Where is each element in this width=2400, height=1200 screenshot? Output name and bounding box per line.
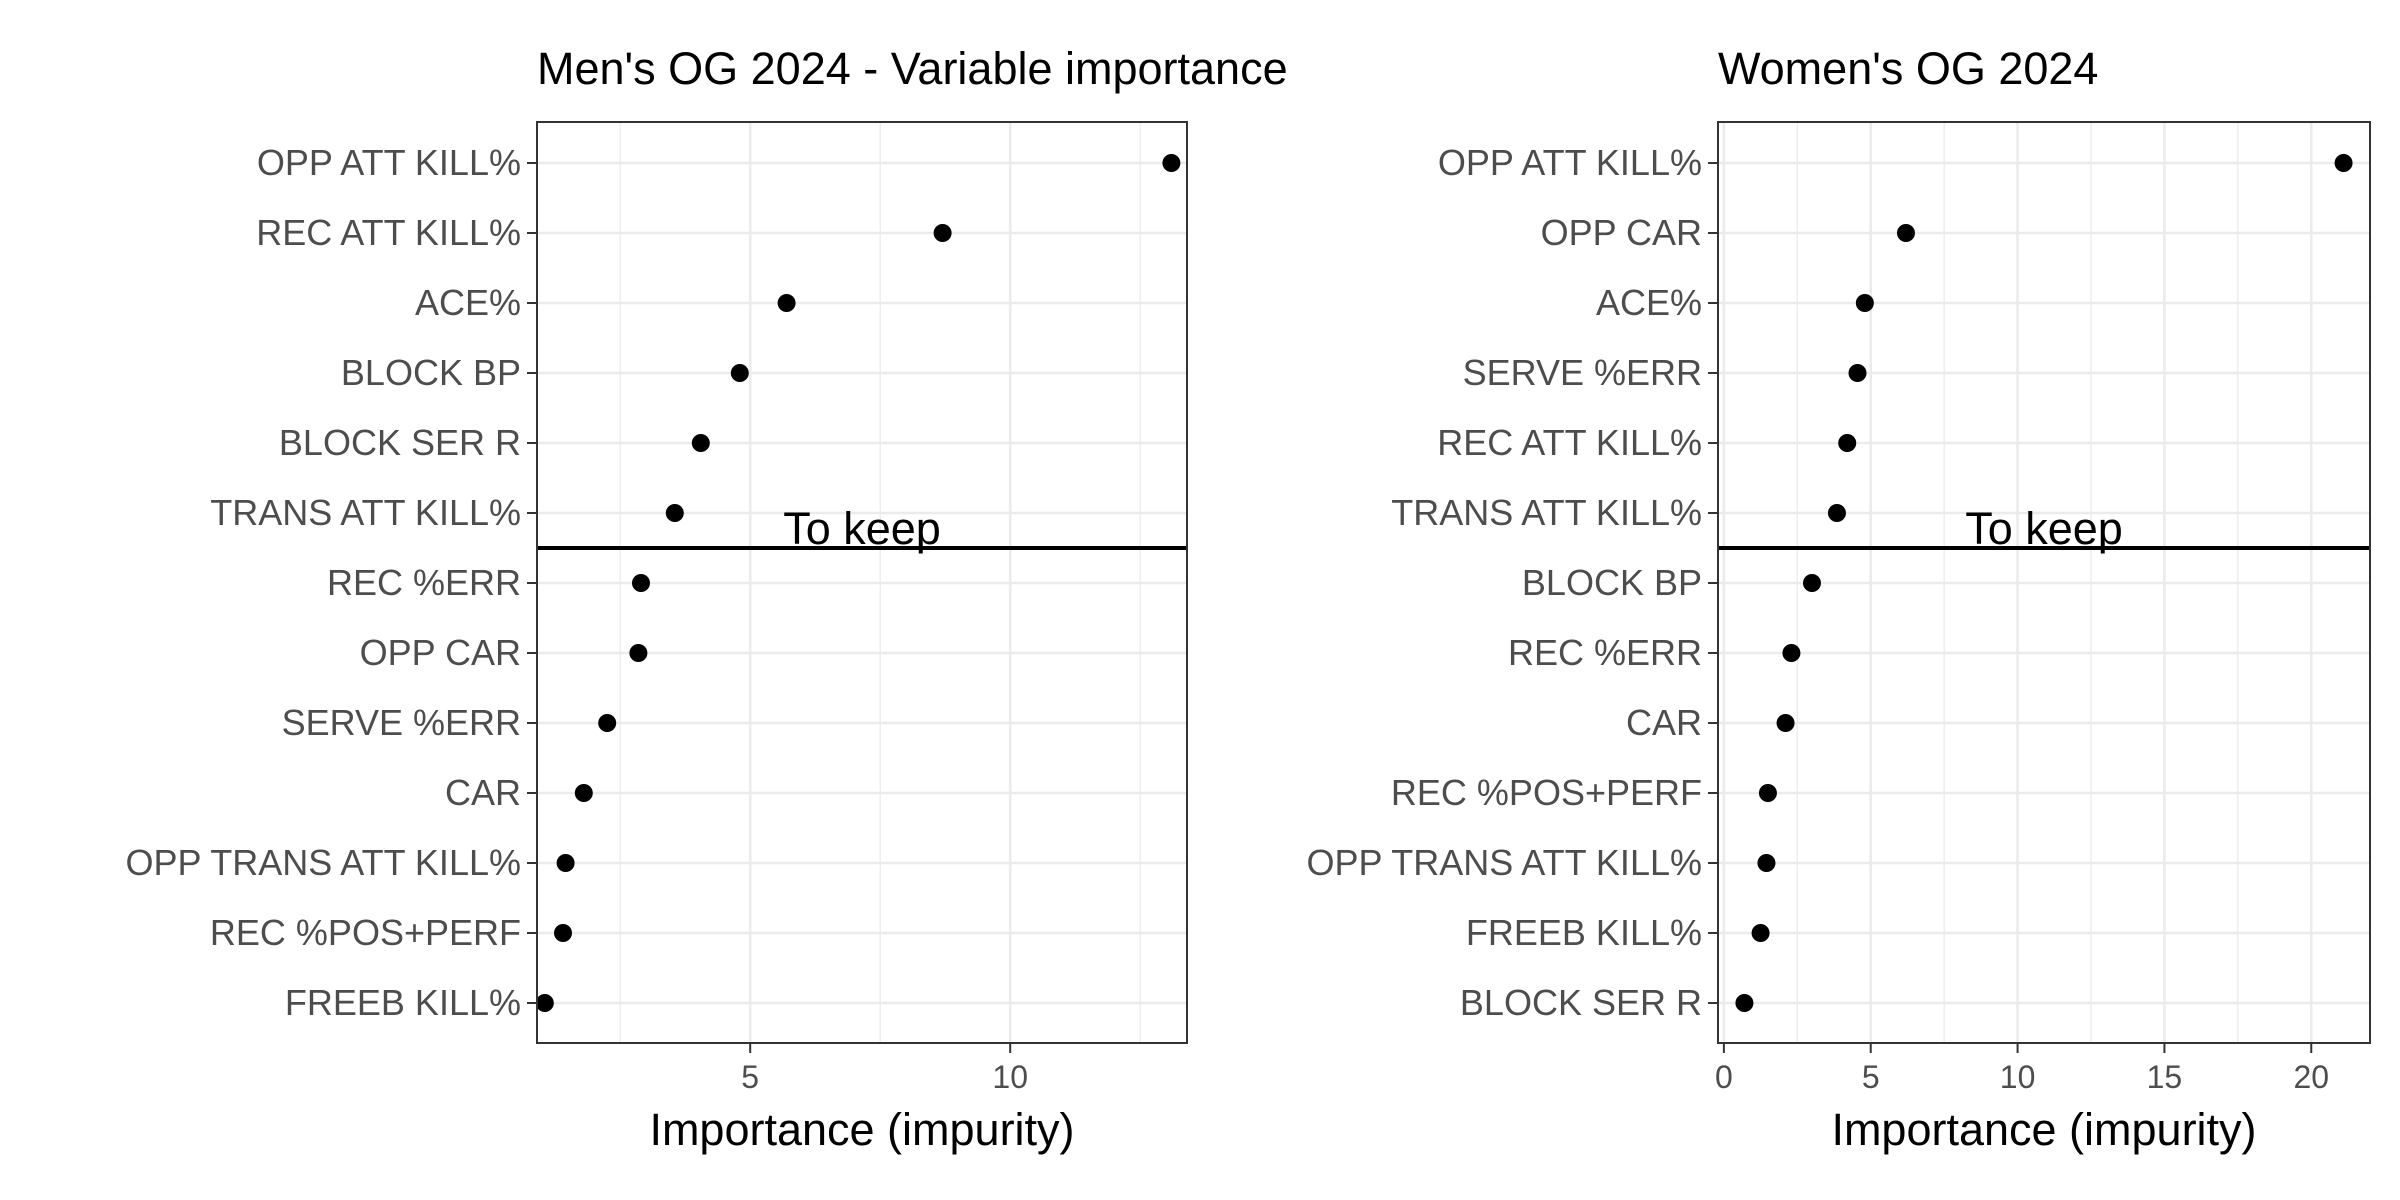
category-label: FREEB KILL%: [1466, 912, 1702, 953]
data-point: [1802, 574, 1821, 592]
category-label: OPP ATT KILL%: [1438, 142, 1702, 183]
data-point: [598, 714, 617, 732]
category-label: BLOCK BP: [341, 352, 521, 393]
x-axis-title: Importance (impurity): [649, 1104, 1074, 1155]
data-point: [1751, 924, 1770, 942]
x-tick-label: 10: [2000, 1059, 2036, 1095]
category-label: REC ATT KILL%: [256, 212, 521, 253]
data-point: [691, 434, 710, 452]
category-label: OPP TRANS ATT KILL%: [1307, 842, 1703, 883]
chart-title: Women's OG 2024: [1718, 43, 2098, 94]
category-label: SERVE %ERR: [282, 702, 521, 743]
chart-panel-1: To keep OPP ATT KILL% REC ATT KILL% ACE% BLO…: [126, 43, 1288, 1155]
category-label: BLOCK BP: [1522, 562, 1702, 603]
data-point: [1827, 504, 1846, 522]
data-point: [1162, 154, 1181, 172]
chart-panel-2: To keep OPP ATT KILL% OPP CAR ACE% SERVE %ER…: [1307, 43, 2371, 1155]
chart-title: Men's OG 2024 - Variable importance: [537, 43, 1288, 94]
category-label: OPP CAR: [1541, 212, 1702, 253]
x-tick-label: 10: [992, 1059, 1028, 1095]
category-label: CAR: [1626, 702, 1702, 743]
data-point: [574, 784, 593, 802]
category-label: BLOCK SER R: [279, 422, 521, 463]
category-label: OPP TRANS ATT KILL%: [126, 842, 522, 883]
category-label: REC %POS+PERF: [210, 912, 521, 953]
data-point: [1782, 644, 1801, 662]
x-tick-label: 15: [2147, 1059, 2183, 1095]
category-label: OPP CAR: [360, 632, 521, 673]
data-point: [1848, 364, 1867, 382]
data-point: [1757, 854, 1776, 872]
category-label: TRANS ATT KILL%: [210, 492, 521, 533]
data-point: [1758, 784, 1777, 802]
category-label: REC %ERR: [1508, 632, 1702, 673]
data-point: [1855, 294, 1874, 312]
data-point: [2334, 154, 2353, 172]
data-point: [933, 224, 952, 242]
x-tick-label: 5: [741, 1059, 759, 1095]
data-point: [632, 574, 650, 592]
category-label: REC %ERR: [327, 562, 521, 603]
category-label: ACE%: [415, 282, 521, 323]
x-tick-label: 5: [1862, 1059, 1880, 1095]
category-label: CAR: [445, 772, 521, 813]
category-label: ACE%: [1596, 282, 1702, 323]
data-point: [1838, 434, 1857, 452]
data-point: [554, 924, 572, 942]
category-label: REC %POS+PERF: [1391, 772, 1702, 813]
data-point: [1896, 224, 1915, 242]
category-label: SERVE %ERR: [1463, 352, 1702, 393]
data-point: [665, 504, 684, 522]
category-label: OPP ATT KILL%: [257, 142, 521, 183]
data-point: [730, 364, 749, 382]
data-point: [535, 994, 554, 1012]
data-point: [1735, 994, 1754, 1012]
data-point: [777, 294, 796, 312]
x-tick-label: 20: [2293, 1059, 2329, 1095]
x-axis-title: Importance (impurity): [1831, 1104, 2256, 1155]
x-tick-label: 0: [1715, 1059, 1733, 1095]
data-point: [629, 644, 648, 662]
category-label: BLOCK SER R: [1460, 982, 1702, 1023]
category-label: FREEB KILL%: [285, 982, 521, 1023]
category-label: TRANS ATT KILL%: [1391, 492, 1702, 533]
category-label: REC ATT KILL%: [1437, 422, 1702, 463]
to-keep-annotation: To keep: [783, 503, 941, 554]
data-point: [1776, 714, 1795, 732]
data-point: [556, 854, 575, 872]
to-keep-annotation: To keep: [1965, 503, 2123, 554]
